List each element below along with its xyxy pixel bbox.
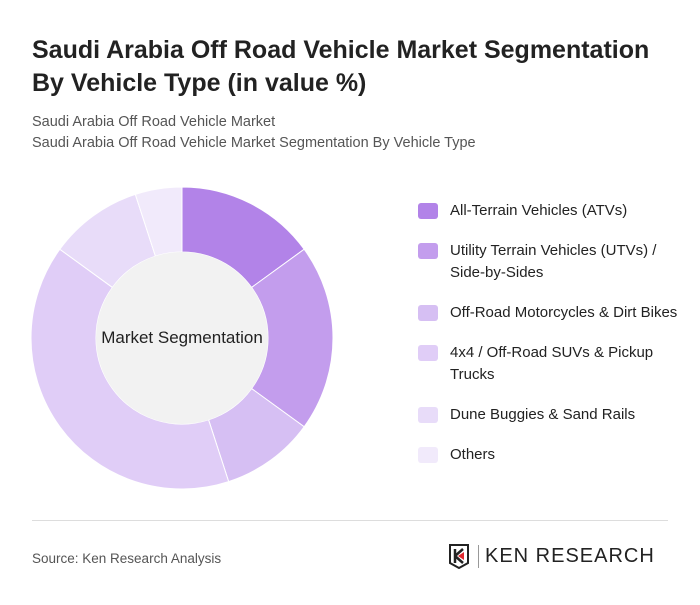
legend-swatch [418, 305, 438, 321]
legend-item: Utility Terrain Vehicles (UTVs) / Side-b… [418, 240, 678, 284]
divider [32, 520, 668, 521]
legend-swatch [418, 407, 438, 423]
legend-swatch [418, 243, 438, 259]
legend-label: All-Terrain Vehicles (ATVs) [450, 202, 628, 219]
legend-label: Off-Road Motorcycles & Dirt Bikes [450, 304, 678, 321]
donut-center [96, 252, 268, 424]
logo-text: KEN RESEARCH [478, 544, 655, 568]
center-label: Market Segmentation [101, 328, 263, 347]
legend-label: Others [450, 446, 496, 463]
legend-label: 4x4 / Off-Road SUVs & Pickup Trucks [450, 344, 654, 383]
legend-label: Dune Buggies & Sand Rails [450, 406, 636, 423]
legend-item: Others [418, 444, 678, 466]
ken-research-logo: KEN RESEARCH [448, 543, 655, 569]
chart-title: Saudi Arabia Off Road Vehicle Market Seg… [32, 36, 650, 97]
donut-chart [30, 186, 334, 490]
legend-label: Utility Terrain Vehicles (UTVs) / Side-b… [450, 242, 657, 281]
legend-item: All-Terrain Vehicles (ATVs) [418, 200, 678, 222]
legend-item: Off-Road Motorcycles & Dirt Bikes [418, 302, 678, 324]
legend: All-Terrain Vehicles (ATVs) Utility Terra… [418, 200, 678, 484]
subtitle-market: Saudi Arabia Off Road Vehicle Market [32, 114, 276, 130]
legend-swatch [418, 203, 438, 219]
source-note: Source: Ken Research Analysis [32, 551, 222, 566]
logo-shield-icon [449, 544, 469, 569]
legend-item: 4x4 / Off-Road SUVs & Pickup Trucks [418, 342, 678, 386]
subtitle-segmentation: Saudi Arabia Off Road Vehicle Market Seg… [32, 135, 476, 151]
legend-swatch [418, 447, 438, 463]
legend-item: Dune Buggies & Sand Rails [418, 404, 678, 426]
legend-swatch [418, 345, 438, 361]
